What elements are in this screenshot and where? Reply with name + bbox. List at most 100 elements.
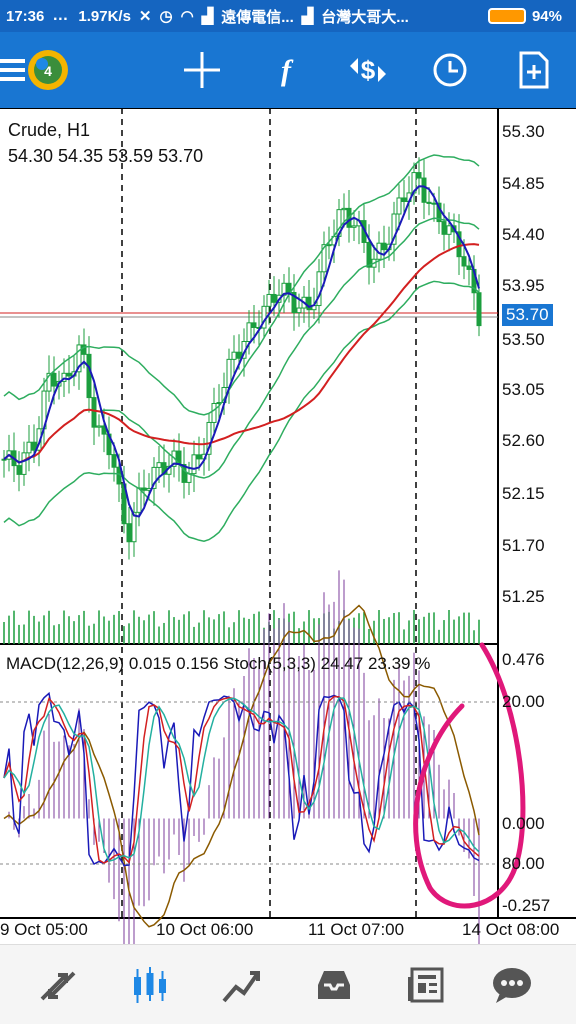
candle-body: [101, 425, 107, 435]
candle-body: [296, 307, 302, 314]
candle-body: [461, 256, 467, 267]
candle-body: [381, 242, 387, 251]
candle-body: [181, 464, 187, 483]
candle-body: [76, 344, 82, 373]
candle-body: [151, 466, 157, 489]
candle-body: [446, 225, 452, 235]
candle-body: [351, 225, 357, 228]
price-tick: 53.50: [502, 330, 545, 349]
carrier1: 遠傳電信...: [221, 8, 294, 26]
candle-body: [21, 452, 27, 475]
battery-icon: [487, 8, 526, 24]
time-tick: 14 Oct 08:00: [462, 920, 560, 939]
chart-area[interactable]: Crude, H1 54.30 54.35 53.59 53.70 MACD(1…: [0, 108, 576, 944]
trade-icon[interactable]: $: [344, 46, 392, 94]
candle-body: [211, 402, 217, 423]
candle-body: [431, 202, 437, 205]
fast-ma-line: [3, 185, 480, 518]
candle-body: [306, 296, 312, 311]
clock-icon[interactable]: [426, 46, 474, 94]
candle-body: [196, 454, 202, 460]
new-document-icon[interactable]: [510, 46, 558, 94]
svg-text:$: $: [361, 55, 376, 85]
mute-icon: ✕: [138, 8, 152, 25]
price-tick: 53.95: [502, 276, 545, 295]
candle-body: [476, 292, 482, 327]
history-icon[interactable]: [310, 961, 358, 1009]
candle-body: [271, 293, 277, 303]
candle-body: [1, 458, 7, 461]
candle-body: [231, 351, 237, 360]
candle-body: [396, 197, 402, 215]
stoch-signal-line: [3, 695, 480, 865]
wifi-icon: ◠: [180, 8, 194, 25]
menu-icon[interactable]: [0, 46, 34, 94]
candle-body: [421, 177, 427, 203]
candle-body: [111, 454, 117, 468]
signal1-icon: ▟: [201, 8, 214, 25]
indicator-tick: -0.257: [502, 896, 551, 915]
chart-canvas[interactable]: [0, 108, 576, 944]
price-tick: 52.15: [502, 484, 545, 503]
candle-body: [86, 353, 92, 399]
candle-body: [266, 293, 272, 307]
price-tick: 51.25: [502, 587, 545, 606]
price-tick: 54.85: [502, 174, 545, 193]
battery-level: 94%: [531, 7, 562, 25]
candle-body: [81, 344, 87, 355]
candle-body: [131, 511, 137, 543]
current-price-tag: 53.70: [502, 304, 553, 326]
candle-body: [321, 244, 327, 273]
price-tick: 51.70: [502, 536, 545, 555]
candle-body: [466, 265, 472, 270]
candle-body: [26, 441, 32, 454]
indicator-tick: 0.476: [502, 650, 545, 669]
candle-body: [206, 421, 212, 455]
function-icon[interactable]: f: [262, 46, 310, 94]
candle-body: [191, 454, 197, 475]
notification-dots-icon: …: [52, 7, 71, 24]
ohlc-label: 54.30 54.35 53.59 53.70: [8, 146, 204, 166]
candle-body: [61, 372, 67, 382]
indicator-tick: 20.00: [502, 692, 545, 711]
price-tick: 54.40: [502, 225, 545, 244]
candle-body: [51, 372, 57, 387]
indicator-label: MACD(12,26,9) 0.015 0.156 Stoch(5,3,3) 2…: [6, 654, 431, 673]
candle-body: [66, 372, 72, 377]
svg-text:f: f: [281, 54, 294, 87]
chart-icon[interactable]: [126, 961, 174, 1009]
candle-body: [126, 523, 132, 543]
candle-body: [341, 207, 347, 211]
mt4-logo: 4: [24, 46, 72, 94]
candle-body: [416, 172, 422, 179]
candle-body: [391, 213, 397, 245]
bottom-nav: [0, 944, 576, 1024]
candle-body: [401, 197, 407, 203]
candle-body: [291, 291, 297, 314]
price-tick: 53.05: [502, 380, 545, 399]
candle-body: [141, 487, 147, 491]
time-tick: 11 Oct 07:00: [308, 920, 405, 939]
trade-nav-icon[interactable]: [218, 961, 266, 1009]
candle-body: [31, 441, 37, 451]
crosshair-icon[interactable]: [178, 46, 226, 94]
stoch-main-line: [3, 691, 480, 867]
indicator-tick: 0.000: [502, 814, 545, 833]
candle-body: [366, 241, 372, 268]
svg-text:4: 4: [44, 63, 52, 79]
quotes-icon[interactable]: [34, 961, 82, 1009]
time-tick: 10 Oct 06:00: [156, 920, 254, 939]
candle-body: [441, 221, 447, 235]
chat-icon[interactable]: [488, 961, 536, 1009]
symbol-label: Crude, H1: [8, 120, 91, 140]
status-bar: 17:36 … 1.97K/s ✕ ◷ ◠ ▟ 遠傳電信... ▟ 台灣大哥大.…: [0, 0, 576, 32]
candle-body: [96, 425, 102, 428]
indicator-tick: 80.00: [502, 854, 545, 873]
candle-body: [156, 462, 162, 468]
slow-ma-line: [3, 243, 480, 464]
candle-body: [236, 351, 242, 359]
news-icon[interactable]: [402, 961, 450, 1009]
candle-body: [326, 244, 332, 247]
carrier2: 台灣大哥大...: [321, 8, 409, 26]
candle-body: [426, 201, 432, 204]
